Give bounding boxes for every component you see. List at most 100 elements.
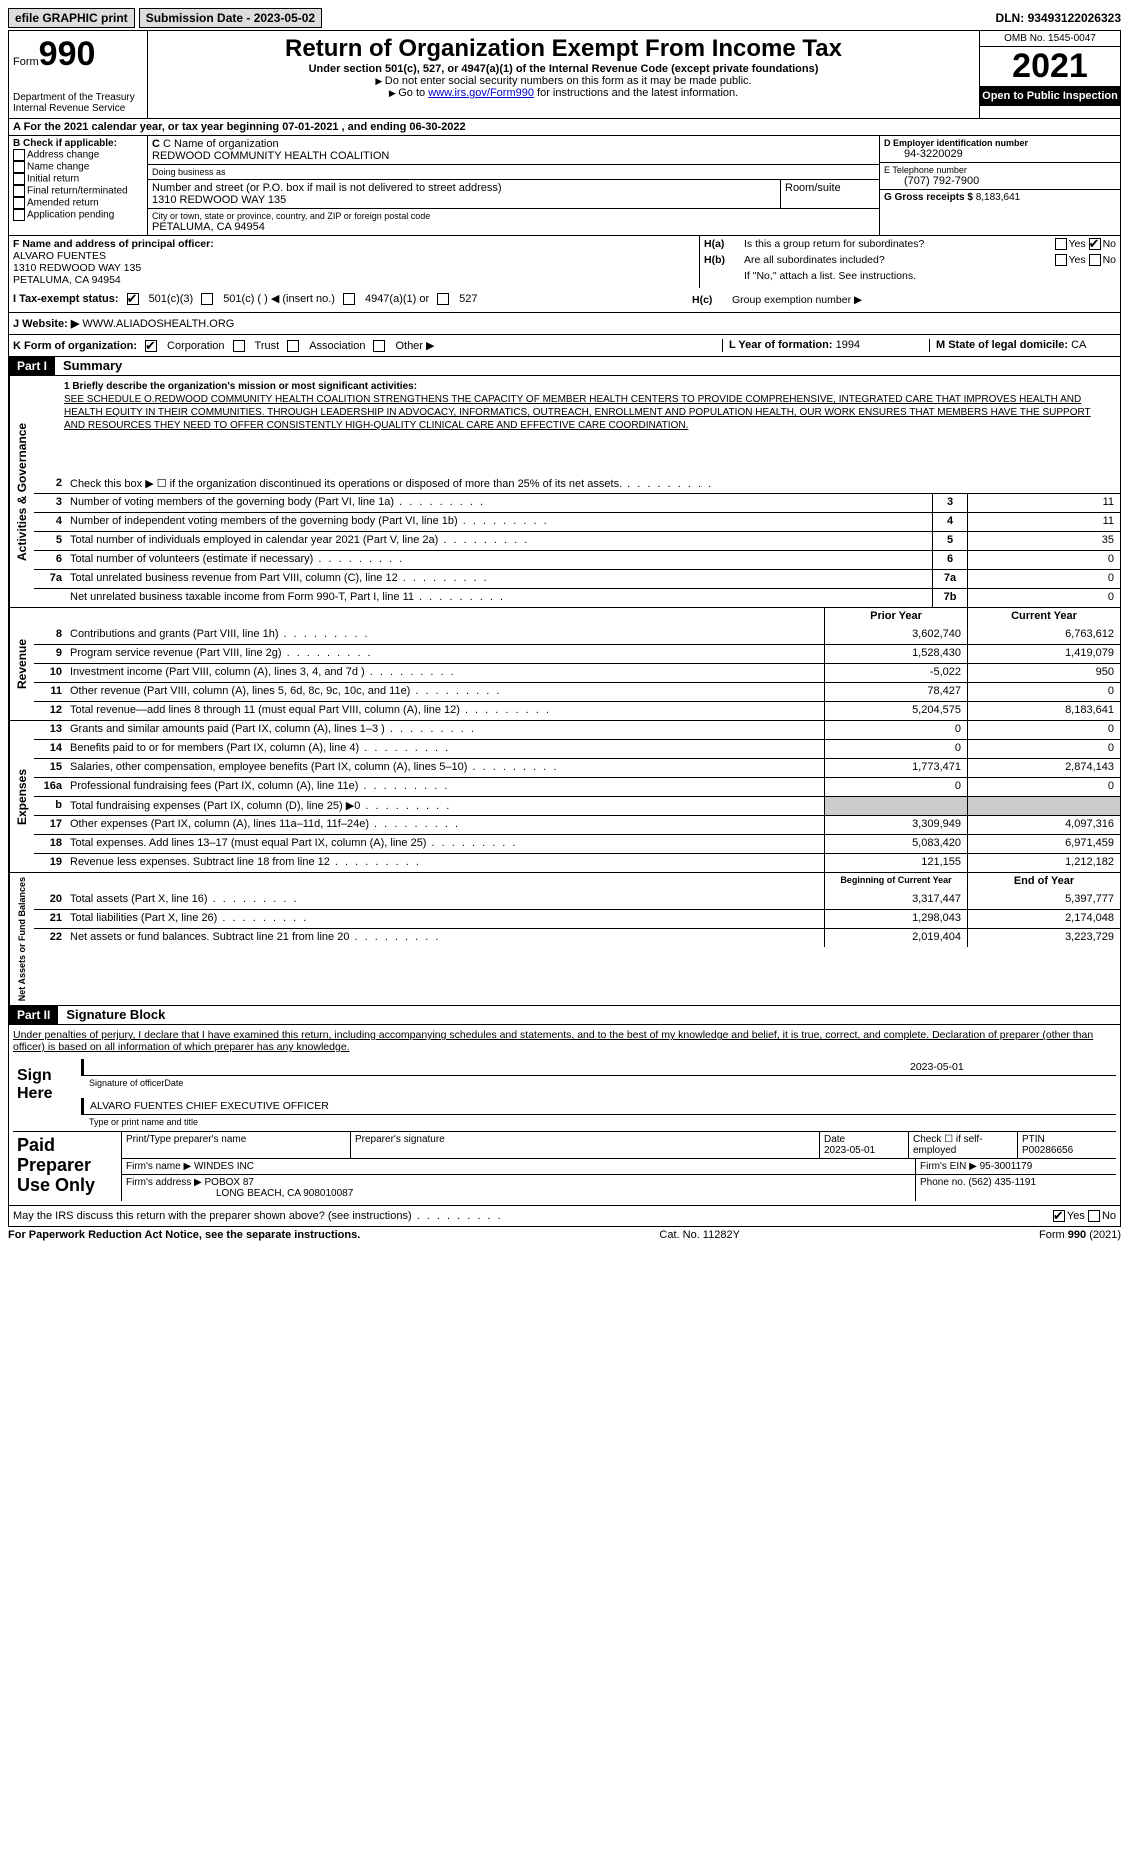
efile-badge: efile GRAPHIC print [8,8,135,28]
note-ssn: Do not enter social security numbers on … [152,75,975,87]
check-final-return-terminated[interactable]: Final return/terminated [13,185,143,197]
org-name: REDWOOD COMMUNITY HEALTH COALITION [152,150,875,162]
note-link: Go to www.irs.gov/Form990 for instructio… [152,87,975,99]
vtab-governance: Activities & Governance [9,376,34,607]
check-name-change[interactable]: Name change [13,161,143,173]
ein-value: 94-3220029 [884,148,1116,160]
officer-name: ALVARO FUENTES [13,250,695,262]
omb-number: OMB No. 1545-0047 [980,31,1120,47]
prep-name-hdr: Print/Type preparer's name [122,1132,351,1158]
prep-selfemp: Check ☐ if self-employed [909,1132,1018,1158]
ha-no[interactable] [1089,238,1101,250]
i-4947[interactable] [343,293,355,305]
k-corp[interactable] [145,340,157,352]
entity-grid: B Check if applicable: Address changeNam… [8,136,1121,235]
discuss-no[interactable] [1088,1210,1100,1222]
submission-date: Submission Date - 2023-05-02 [139,8,322,28]
name-label: C C Name of organization [152,138,875,150]
line-8: 8Contributions and grants (Part VIII, li… [34,626,1120,644]
i-527[interactable] [437,293,449,305]
i-501c3[interactable] [127,293,139,305]
gov-line-5: 5Total number of individuals employed in… [34,531,1120,550]
k-other[interactable] [373,340,385,352]
street-value: 1310 REDWOOD WAY 135 [152,194,776,206]
hb-question: Are all subordinates included? [744,254,1006,266]
line-22: 22Net assets or fund balances. Subtract … [34,928,1120,947]
firm-name: WINDES INC [194,1161,254,1172]
officer-label: F Name and address of principal officer: [13,238,695,250]
prep-sig-hdr: Preparer's signature [351,1132,820,1158]
line-20: 20Total assets (Part X, line 16)3,317,44… [34,891,1120,909]
gross-value: 8,183,641 [976,192,1021,203]
gov-line-: Net unrelated business taxable income fr… [34,588,1120,607]
hdr-end-year: End of Year [967,873,1120,891]
dba-label: Doing business as [152,167,875,177]
prep-ptin: P00286656 [1022,1145,1073,1156]
vtab-netassets: Net Assets or Fund Balances [9,873,34,1005]
page-footer: For Paperwork Reduction Act Notice, see … [8,1227,1121,1241]
check-application-pending[interactable]: Application pending [13,209,143,221]
form-header: Form990 Department of the Treasury Inter… [8,30,1121,119]
year-formation: 1994 [836,339,860,351]
irs-link[interactable]: www.irs.gov/Form990 [428,87,534,99]
prep-date: 2023-05-01 [824,1145,875,1156]
tel-label: E Telephone number [884,165,1116,175]
line-10: 10Investment income (Part VIII, column (… [34,663,1120,682]
gov-line-3: 3Number of voting members of the governi… [34,493,1120,512]
firm-addr1: POBOX 87 [205,1177,254,1188]
line-14: 14Benefits paid to or for members (Part … [34,739,1120,758]
line-18: 18Total expenses. Add lines 13–17 (must … [34,834,1120,853]
row-k: K Form of organization: Corporation Trus… [13,339,722,352]
ein-label: D Employer identification number [884,138,1116,148]
line-11: 11Other revenue (Part VIII, column (A), … [34,682,1120,701]
perjury-declaration: Under penalties of perjury, I declare th… [13,1029,1116,1053]
line-19: 19Revenue less expenses. Subtract line 1… [34,853,1120,872]
dept-label: Department of the Treasury Internal Reve… [13,92,143,114]
firm-phone: (562) 435-1191 [968,1177,1036,1188]
gov-line-2: 2Check this box ▶ ☐ if the organization … [34,475,1120,493]
line-16a: 16aProfessional fundraising fees (Part I… [34,777,1120,796]
line-15: 15Salaries, other compensation, employee… [34,758,1120,777]
ha-yes[interactable] [1055,238,1067,250]
k-trust[interactable] [233,340,245,352]
hb-note: If "No," attach a list. See instructions… [744,270,1116,282]
f-h-grid: F Name and address of principal officer:… [8,235,1121,288]
hb-yes[interactable] [1055,254,1067,266]
form-number: Form990 [13,35,143,74]
line-b: bTotal fundraising expenses (Part IX, co… [34,796,1120,815]
signature-block: Under penalties of perjury, I declare th… [8,1025,1121,1206]
col-b-checks: B Check if applicable: Address changeNam… [9,136,148,235]
officer-addr2: PETALUMA, CA 94954 [13,274,695,286]
firm-addr2: LONG BEACH, CA 908010087 [126,1188,353,1199]
form-subtitle: Under section 501(c), 527, or 4947(a)(1)… [152,63,975,75]
firm-ein: 95-3001179 [980,1161,1033,1172]
tel-value: (707) 792-7900 [884,175,1116,187]
hdr-prior-year: Prior Year [824,608,967,626]
part-i-header: Part ISummary [8,357,1121,376]
gov-line-7a: 7aTotal unrelated business revenue from … [34,569,1120,588]
i-501c[interactable] [201,293,213,305]
check-amended-return[interactable]: Amended return [13,197,143,209]
hb-no[interactable] [1089,254,1101,266]
line-21: 21Total liabilities (Part X, line 26)1,2… [34,909,1120,928]
part-ii-header: Part IISignature Block [8,1006,1121,1025]
discuss-yes[interactable] [1053,1210,1065,1222]
vtab-revenue: Revenue [9,608,34,720]
k-assoc[interactable] [287,340,299,352]
officer-name-title: ALVARO FUENTES CHIEF EXECUTIVE OFFICER [90,1100,1110,1112]
line-13: 13Grants and similar amounts paid (Part … [34,721,1120,739]
line-17: 17Other expenses (Part IX, column (A), l… [34,815,1120,834]
room-label: Room/suite [785,182,875,194]
check-initial-return[interactable]: Initial return [13,173,143,185]
hc-label: Group exemption number ▶ [732,294,1112,306]
gross-label: G Gross receipts $ [884,192,973,203]
row-i: I Tax-exempt status: 501(c)(3) 501(c) ( … [13,292,688,305]
city-value: PETALUMA, CA 94954 [152,221,875,233]
mission-block: 1 Briefly describe the organization's mi… [34,376,1120,475]
form-title: Return of Organization Exempt From Incom… [152,35,975,63]
gov-line-4: 4Number of independent voting members of… [34,512,1120,531]
check-address-change[interactable]: Address change [13,149,143,161]
ha-question: Is this a group return for subordinates? [744,238,1006,250]
top-bar: efile GRAPHIC print Submission Date - 20… [8,8,1121,28]
officer-addr1: 1310 REDWOOD WAY 135 [13,262,695,274]
